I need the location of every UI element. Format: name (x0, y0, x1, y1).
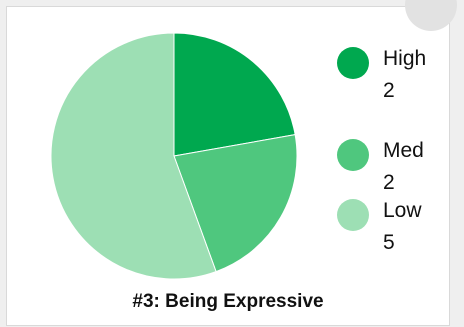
pie-slice-low (50, 32, 217, 280)
legend-value-low: 5 (383, 231, 395, 254)
legend-label-med: Med (383, 139, 424, 162)
legend-value-high: 2 (383, 79, 395, 102)
pie-slice-med (173, 134, 298, 273)
chart-title: #3: Being Expressive (132, 291, 324, 312)
pie-chart (50, 32, 298, 280)
legend-dot-low (337, 199, 369, 231)
pie-slice-high (173, 32, 296, 157)
chart-card: High 2 Med 2 Low 5 #3: Being Expressive (6, 0, 457, 326)
legend-dot-med (337, 139, 369, 171)
legend-label-low: Low (383, 199, 422, 222)
legend-dot-high (337, 47, 369, 79)
legend-value-med: 2 (383, 171, 395, 194)
legend-label-high: High (383, 47, 427, 70)
